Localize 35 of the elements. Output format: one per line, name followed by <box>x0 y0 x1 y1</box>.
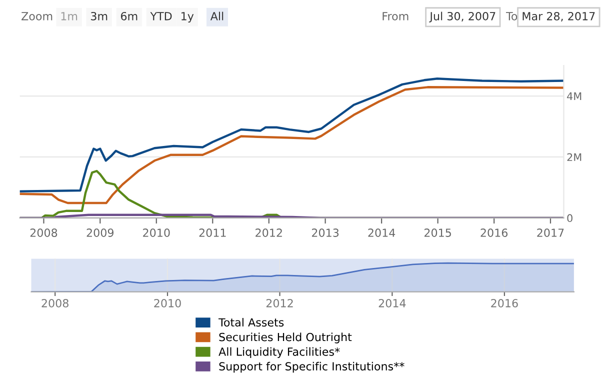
x-tick-label: 2017 <box>537 228 564 237</box>
x-tick-label: 2010 <box>143 228 170 237</box>
text: All <box>210 12 224 20</box>
text: Zoom <box>22 12 52 20</box>
x-tick-label: 2008 <box>30 228 58 237</box>
text: From <box>382 12 408 20</box>
legend-label: All Liquidity Facilities* <box>218 347 340 358</box>
x-tick-label: 2012 <box>256 228 282 237</box>
x-tick-label: 2016 <box>491 298 518 308</box>
line-series <box>20 86 564 204</box>
x-tick-label: 2010 <box>154 298 181 308</box>
text: 6m <box>120 12 138 20</box>
text: 1m <box>61 12 78 20</box>
x-tick-label: 2009 <box>86 228 114 237</box>
y-tick-label: 2M <box>567 153 582 161</box>
x-tick-label: 2013 <box>312 228 339 237</box>
x-tick-label: 2011 <box>199 228 226 237</box>
text: Jul 30, 2007 <box>429 12 496 22</box>
text: Mar 28, 2017 <box>522 12 595 22</box>
text: 1y <box>182 12 194 23</box>
y-tick-label: 4M <box>567 92 582 100</box>
x-tick-label: 2012 <box>266 298 293 308</box>
x-tick-label: 2014 <box>378 298 406 308</box>
x-tick-label: 2014 <box>368 228 396 237</box>
y-tick-label: 0 <box>567 214 572 222</box>
text: To <box>506 12 518 20</box>
x-tick-label: 2015 <box>424 228 451 237</box>
legend-label: Securities Held Outright <box>219 332 352 344</box>
line-series <box>20 78 564 193</box>
text: YTD <box>150 12 172 20</box>
x-tick-label: 2008 <box>42 298 68 308</box>
x-tick-label: 2016 <box>480 228 508 237</box>
text: 3m <box>90 12 108 20</box>
legend-label: Total Assets <box>218 318 284 327</box>
legend-label: Support for Specific Institutions** <box>219 362 404 373</box>
